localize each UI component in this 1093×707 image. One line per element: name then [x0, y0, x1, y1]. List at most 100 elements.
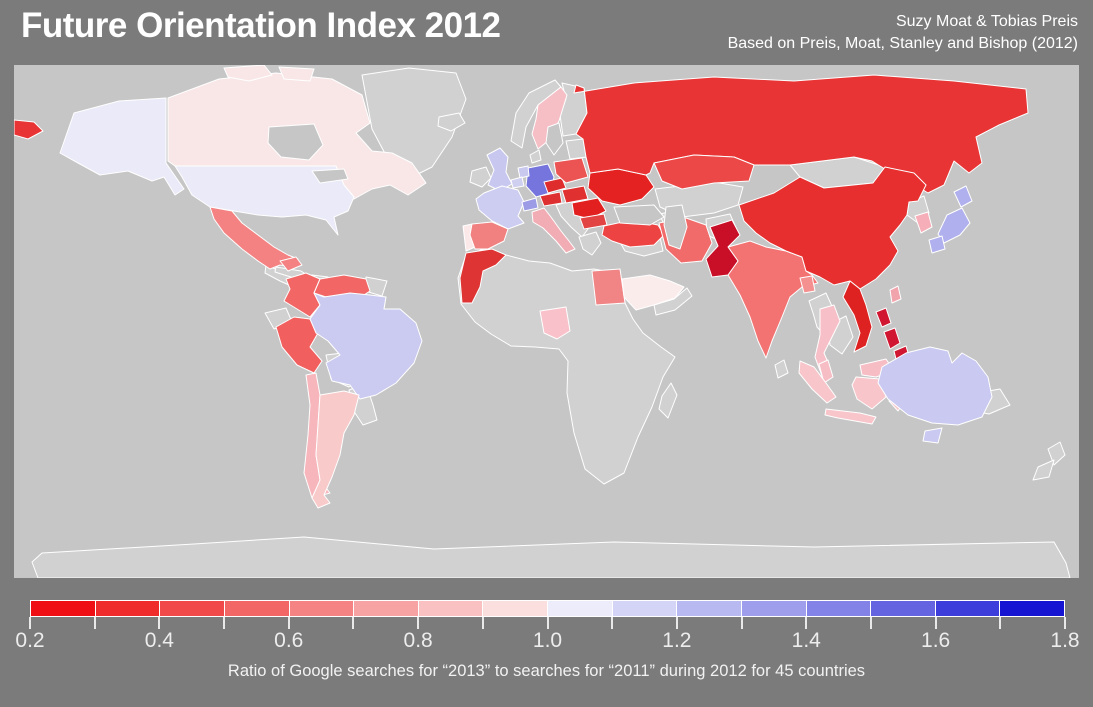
scale-tick	[675, 617, 678, 629]
scale-segment-13	[871, 601, 935, 616]
scale-segment-4	[289, 601, 354, 616]
scale-segment-5	[354, 601, 418, 616]
region-antarctica	[31, 536, 1071, 578]
attribution-authors: Suzy Moat & Tobias Preis	[895, 13, 1078, 30]
country-nigeria	[539, 306, 571, 340]
country-usa-lower-48	[174, 165, 355, 236]
scale-tick	[287, 617, 290, 629]
scale-segment-2	[160, 601, 224, 616]
scale-tick	[740, 617, 743, 629]
scale-tick	[805, 617, 808, 629]
region-new-zealand-north	[1047, 441, 1066, 466]
scale-tick-label: 1.8	[1050, 629, 1080, 652]
region-yemen-oman	[653, 287, 693, 316]
scale-tick	[417, 617, 420, 629]
country-brazil	[309, 292, 423, 400]
scale-tick	[869, 617, 872, 629]
country-france	[475, 185, 525, 230]
country-colombia	[283, 272, 321, 318]
attribution-source: Based on Preis, Moat, Stanley and Bishop…	[727, 35, 1078, 52]
region-sri-lanka	[774, 359, 789, 379]
color-scale-bar	[30, 600, 1065, 617]
scale-segment-15	[1000, 601, 1064, 616]
country-canada-islands-2	[278, 66, 315, 82]
scale-segment-7	[483, 601, 547, 616]
scale-tick-label: 1.2	[662, 629, 692, 652]
color-scale-ticks	[29, 617, 1066, 629]
world-map-svg	[14, 65, 1079, 578]
region-iceland	[437, 112, 466, 132]
country-bangladesh	[799, 275, 816, 294]
country-switzerland	[521, 197, 539, 212]
color-scale-tick-labels: 0.2 0.4 0.6 0.8 1.0 1.2 1.4 1.6 1.8	[15, 629, 1079, 655]
country-japan-honshu	[937, 207, 971, 244]
region-hudson-bay	[267, 123, 324, 161]
scale-tick-label: 1.4	[791, 629, 821, 652]
country-argentina	[311, 390, 360, 509]
country-peru	[275, 316, 323, 374]
scale-segment-12	[806, 601, 871, 616]
country-austria	[539, 191, 563, 207]
region-africa	[457, 248, 676, 485]
country-malaysia-peninsula	[818, 359, 834, 384]
scale-segment-14	[935, 601, 1000, 616]
scale-segment-0	[31, 601, 95, 616]
country-russia	[573, 74, 1029, 194]
country-egypt	[591, 268, 626, 306]
scale-tick-label: 1.6	[921, 629, 951, 652]
scale-tick-label: 0.2	[15, 629, 45, 652]
country-indonesia-java	[824, 408, 877, 425]
country-kazakhstan	[653, 154, 755, 190]
scale-tick	[1064, 617, 1066, 629]
country-poland	[553, 157, 589, 184]
scale-tick-label: 0.8	[403, 629, 433, 652]
scale-tick	[158, 617, 161, 629]
scale-segment-11	[741, 601, 806, 616]
scale-segment-1	[95, 601, 160, 616]
country-netherlands	[517, 165, 530, 179]
country-russia-chukotka	[14, 119, 44, 140]
country-saudi-arabia	[621, 274, 685, 311]
country-australia	[877, 346, 993, 426]
scale-tick-label: 1.0	[532, 629, 563, 652]
country-canada-islands-1	[223, 65, 273, 82]
region-black-sea	[613, 204, 665, 226]
page-title: Future Orientation Index 2012	[21, 6, 501, 45]
region-greenland	[361, 67, 467, 178]
scale-tick-label: 0.4	[144, 629, 174, 652]
scale-tick	[546, 617, 549, 629]
scale-tick	[223, 617, 226, 629]
country-hungary-slovakia	[561, 185, 589, 204]
country-australia-tasmania	[922, 427, 943, 444]
country-indonesia-sumatra	[798, 360, 837, 404]
scale-tick	[29, 617, 31, 629]
country-morocco	[459, 248, 507, 304]
scale-segment-9	[612, 601, 677, 616]
attribution: Suzy Moat & Tobias Preis Based on Preis,…	[728, 11, 1078, 55]
region-madagascar	[658, 382, 678, 419]
world-choropleth-map	[14, 65, 1079, 578]
scale-segment-10	[677, 601, 741, 616]
region-great-lakes	[311, 168, 349, 184]
region-greece	[578, 231, 602, 256]
caption: Ratio of Google searches for “2013” to s…	[227, 662, 866, 680]
country-japan-kyushu	[928, 235, 946, 254]
region-baltic-sea	[545, 122, 564, 156]
scale-tick	[481, 617, 484, 629]
scale-segment-3	[224, 601, 289, 616]
scale-segment-6	[418, 601, 483, 616]
scale-tick	[999, 617, 1002, 629]
country-south-korea	[914, 211, 933, 234]
country-vietnam	[842, 280, 873, 353]
scale-tick	[93, 617, 96, 629]
country-philippines-luzon	[875, 307, 892, 328]
country-philippines-visayas	[883, 327, 901, 350]
country-italy	[531, 207, 576, 254]
scale-segment-8	[548, 601, 612, 616]
country-pakistan	[705, 219, 741, 278]
country-china	[738, 166, 927, 290]
country-spain	[469, 221, 509, 250]
scale-tick	[352, 617, 355, 629]
country-taiwan	[889, 285, 902, 304]
